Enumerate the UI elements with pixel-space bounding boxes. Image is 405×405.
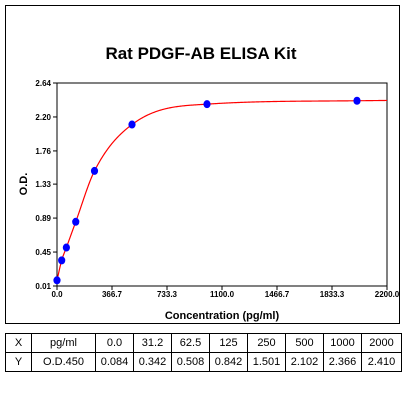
table-value-cell: 0.084 [95,352,134,372]
x-tick-label: 366.7 [102,290,123,299]
table-unit-cell: pg/ml [31,333,96,353]
data-point [53,276,61,285]
x-tick-label: 1466.7 [265,290,290,299]
data-points [53,96,361,285]
y-tick-label: 2.20 [35,113,51,122]
chart-title: Rat PDGF-AB ELISA Kit [105,44,296,63]
table-value-cell: 0.842 [209,352,248,372]
table-value-cell: 2.410 [361,352,402,372]
y-tick-label: 0.45 [35,248,51,257]
table-value-cell: 0.508 [171,352,210,372]
chart-frame: Rat PDGF-AB ELISA Kit 0.0 366.7 733.3 1100.… [5,5,400,324]
table-value-cell: 0.0 [95,333,134,353]
y-axis-label: O.D. [18,173,30,196]
x-axis-label: Concentration (pg/ml) [165,310,280,322]
table-axis-cell: Y [5,352,32,372]
y-axis-ticks: 0.01 0.45 0.89 1.33 1.76 2.20 2.64 [35,79,57,291]
x-tick-label: 0.0 [51,290,63,299]
y-tick-label: 0.89 [35,214,51,223]
table-value-cell: 2.366 [323,352,362,372]
table-axis-cell: X [5,333,32,353]
data-point [128,120,136,129]
table-value-cell: 2.102 [285,352,324,372]
y-tick-label: 1.33 [35,180,51,189]
data-point [58,256,66,265]
fit-curve [56,99,388,281]
data-point [203,100,211,109]
table-unit-cell: O.D.450 [31,352,96,372]
data-point [90,166,99,175]
x-tick-label: 1100.0 [210,290,235,299]
chart-svg: Rat PDGF-AB ELISA Kit 0.0 366.7 733.3 1100.… [18,44,399,322]
table-value-cell: 31.2 [133,333,172,353]
y-tick-label: 2.64 [35,79,51,88]
y-tick-label: 0.01 [35,282,51,291]
table-value-cell: 125 [209,333,248,353]
plot-area [56,82,388,287]
data-point [353,96,361,105]
y-tick-label: 1.76 [35,147,51,156]
table-value-cell: 250 [247,333,286,353]
table-value-cell: 1.501 [247,352,286,372]
table-value-cell: 500 [285,333,324,353]
x-tick-label: 733.3 [157,290,178,299]
table-row: Y O.D.450 0.084 0.342 0.508 0.842 1.501 2.102 2.… [5,352,402,372]
table-value-cell: 0.342 [133,352,172,372]
table-value-cell: 2000 [361,333,402,353]
x-tick-label: 1833.3 [320,290,345,299]
table-value-cell: 1000 [323,333,362,353]
table-value-cell: 62.5 [171,333,210,353]
data-point [62,243,70,252]
x-tick-label: 2200.0 [375,290,399,299]
x-axis-ticks: 0.0 366.7 733.3 1100.0 1466.7 1833.3 2200.0 [51,286,399,299]
data-point [72,217,80,226]
